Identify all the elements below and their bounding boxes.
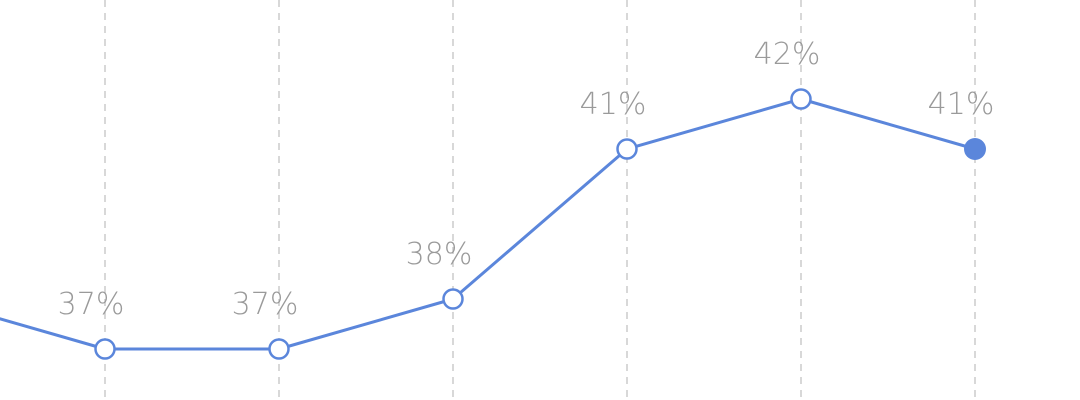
data-label: 41%	[580, 87, 647, 122]
data-point	[94, 338, 116, 360]
data-label: 37%	[58, 287, 125, 322]
data-label: 41%	[928, 87, 995, 122]
data-point	[790, 88, 812, 110]
data-label: 37%	[232, 287, 299, 322]
series-line	[0, 97, 976, 351]
data-point	[442, 288, 464, 310]
data-label: 38%	[406, 237, 473, 272]
data-point	[964, 138, 986, 160]
data-point	[616, 138, 638, 160]
data-label: 42%	[754, 37, 821, 72]
data-point	[268, 338, 290, 360]
